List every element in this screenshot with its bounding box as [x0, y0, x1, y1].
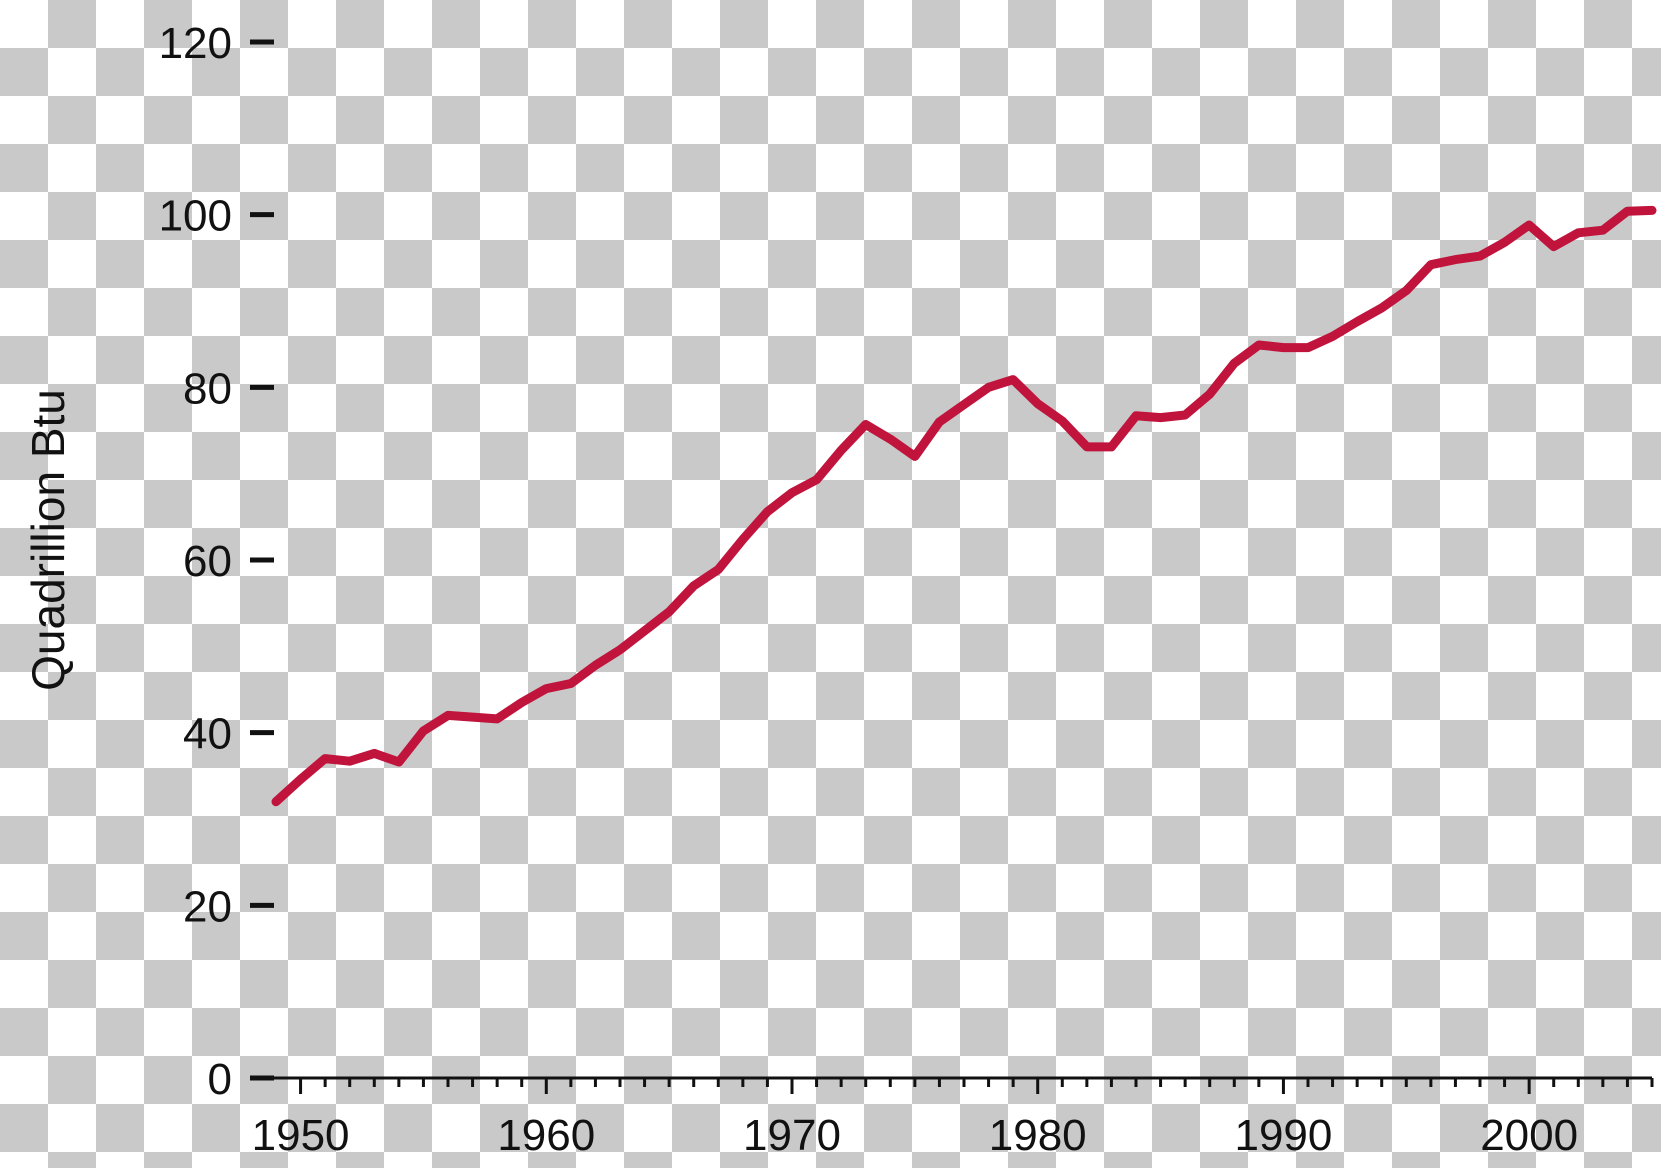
x-tick-label: 1960 — [497, 1111, 595, 1160]
x-tick-label: 1990 — [1234, 1111, 1332, 1160]
y-tick-label: 20 — [183, 882, 232, 931]
y-tick-label: 0 — [208, 1055, 232, 1104]
x-tick-label: 1970 — [743, 1111, 841, 1160]
y-axis-title: Quadrillion Btu — [22, 389, 74, 691]
series-line — [271, 205, 1657, 807]
y-tick-label: 60 — [183, 537, 232, 586]
y-tick-label: 100 — [159, 192, 232, 241]
y-axis: 0 20 40 60 80 100 120 — [159, 19, 274, 1104]
series-layer — [271, 205, 1657, 807]
x-tick-label: 1950 — [252, 1111, 350, 1160]
x-tick-label: 2000 — [1480, 1111, 1578, 1160]
x-tick-label: 1980 — [989, 1111, 1087, 1160]
x-axis: 1950 1960 1970 1980 1990 2000 — [250, 1076, 1654, 1160]
y-tick-label: 40 — [183, 710, 232, 759]
y-tick-label: 120 — [159, 19, 232, 68]
y-tick-label: 80 — [183, 364, 232, 413]
